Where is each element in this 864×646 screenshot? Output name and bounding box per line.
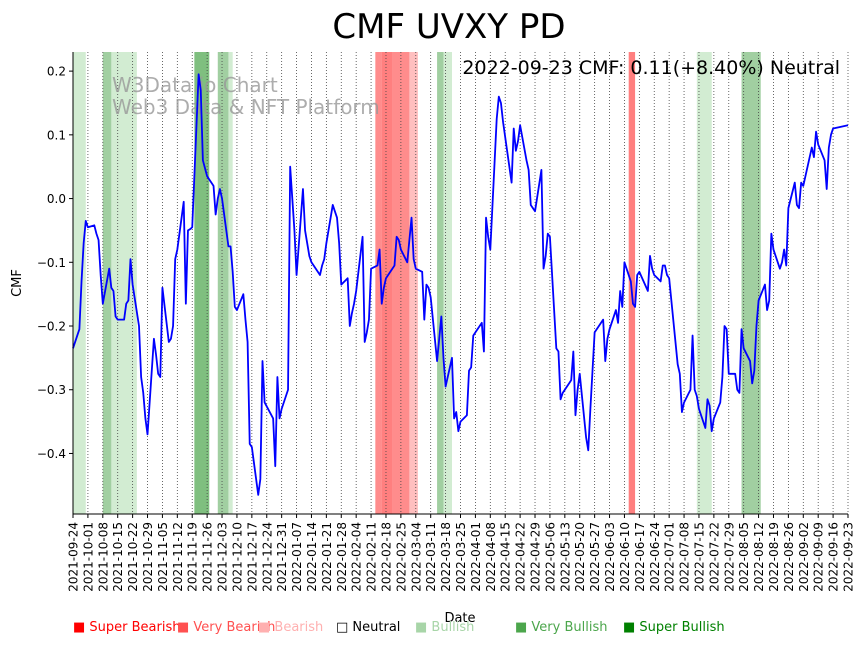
band-very-bearish-6 xyxy=(375,52,382,514)
x-tick-label: 2022-05-13 xyxy=(558,522,572,592)
watermark-line-2: Web3 Data & NFT Platform xyxy=(112,95,380,119)
x-tick-label: 2021-12-17 xyxy=(245,522,259,592)
x-tick-label: 2021-11-05 xyxy=(156,522,170,592)
x-tick-label: 2022-07-29 xyxy=(722,522,736,592)
y-tick-label: −0.2 xyxy=(37,320,66,334)
x-tick-label: 2021-12-24 xyxy=(260,522,274,592)
legend-item-very-bearish: ■ Very Bearish xyxy=(177,620,276,635)
band-very-bullish-14 xyxy=(741,52,761,514)
x-tick-label: 2022-02-25 xyxy=(394,522,408,592)
x-tick-label: 2022-03-11 xyxy=(424,522,438,592)
x-tick-label: 2022-04-22 xyxy=(514,522,528,592)
x-tick-label: 2022-07-01 xyxy=(663,522,677,592)
x-tick-label: 2022-01-28 xyxy=(335,522,349,592)
x-tick-label: 2022-01-21 xyxy=(320,522,334,592)
x-tick-label: 2021-09-24 xyxy=(67,522,81,592)
x-tick-label: 2022-09-02 xyxy=(797,522,811,592)
x-tick-label: 2021-12-03 xyxy=(216,522,230,592)
band-very-bullish-10 xyxy=(437,52,444,514)
legend-item-very-bullish: ■ Very Bullish xyxy=(515,620,608,635)
band-bearish-9 xyxy=(409,52,418,514)
legend-item-super-bullish: ■ Super Bullish xyxy=(623,620,725,635)
x-tick-label: 2021-10-01 xyxy=(81,522,95,592)
x-tick-label: 2022-06-10 xyxy=(618,522,632,592)
x-axis-label: Date xyxy=(444,611,475,626)
x-tick-label: 2022-05-27 xyxy=(588,522,602,592)
watermark-line-1: W3Data.io Chart xyxy=(112,73,278,97)
x-tick-label: 2021-11-19 xyxy=(186,522,200,592)
x-tick-label: 2022-08-19 xyxy=(767,522,781,592)
x-tick-label: 2022-01-07 xyxy=(290,522,304,592)
x-tick-label: 2022-09-09 xyxy=(812,522,826,592)
legend-item-super-bearish: ■ Super Bearish xyxy=(73,620,181,635)
x-tick-label: 2022-04-01 xyxy=(469,522,483,592)
x-tick-label: 2022-07-15 xyxy=(692,522,706,592)
latest-value-annotation: 2022-09-23 CMF: 0.11(+8.40%) Neutral xyxy=(462,57,840,79)
x-tick-label: 2022-01-14 xyxy=(305,522,319,592)
x-tick-label: 2022-05-06 xyxy=(543,522,557,592)
signal-legend: ■ Super Bearish ■ Very Bearish ■ Bearish □ … xyxy=(73,620,853,640)
x-tick-label: 2022-05-20 xyxy=(573,522,587,592)
x-tick-label: 2022-04-08 xyxy=(484,522,498,592)
band-bullish-0 xyxy=(73,52,86,514)
x-tick-label: 2021-10-29 xyxy=(141,522,155,592)
y-tick-label: −0.1 xyxy=(37,256,66,270)
x-grid xyxy=(72,52,849,514)
legend-item-bullish: ■ Bullish xyxy=(415,620,475,635)
x-tick-label: 2022-02-04 xyxy=(350,522,364,592)
y-axis-ticks: 0.2 0.1 0.0 −0.1 −0.2 −0.3 −0.4 xyxy=(37,65,73,461)
x-tick-label: 2021-10-22 xyxy=(126,522,140,592)
x-tick-label: 2022-07-08 xyxy=(678,522,692,592)
x-tick-label: 2021-11-12 xyxy=(171,522,185,592)
x-tick-label: 2021-12-31 xyxy=(275,522,289,592)
x-tick-label: 2022-08-26 xyxy=(782,522,796,592)
x-tick-label: 2022-03-25 xyxy=(454,522,468,592)
x-tick-label: 2021-11-26 xyxy=(201,522,215,592)
y-tick-label: 0.2 xyxy=(47,65,66,79)
chart-title: CMF UVXY PD xyxy=(332,7,565,47)
y-tick-label: 0.1 xyxy=(47,128,66,142)
x-tick-label: 2022-02-18 xyxy=(379,522,393,592)
x-tick-label: 2022-06-03 xyxy=(603,522,617,592)
y-axis-label: CMF xyxy=(10,269,25,297)
x-tick-label: 2021-10-15 xyxy=(111,522,125,592)
x-tick-label: 2022-06-17 xyxy=(633,522,647,592)
watermark: W3Data.io Chart Web3 Data & NFT Platform xyxy=(112,73,380,119)
x-tick-label: 2021-10-08 xyxy=(96,522,110,592)
band-bullish-5 xyxy=(228,52,233,514)
x-tick-label: 2022-07-22 xyxy=(707,522,721,592)
x-tick-label: 2022-08-12 xyxy=(752,522,766,592)
x-tick-label: 2022-03-04 xyxy=(409,522,423,592)
x-tick-label: 2022-08-05 xyxy=(737,522,751,592)
x-axis-ticks: 2021-09-24 2021-10-01 2021-10-08 2021-10-15… xyxy=(67,514,856,592)
y-tick-label: −0.3 xyxy=(37,383,66,397)
cmf-series-line xyxy=(72,73,849,496)
x-tick-label: 2022-02-11 xyxy=(365,522,379,592)
band-bullish-13 xyxy=(696,52,712,514)
legend-item-neutral: □ Neutral xyxy=(336,620,401,635)
x-tick-label: 2021-12-10 xyxy=(230,522,244,592)
x-tick-label: 2022-06-24 xyxy=(648,522,662,592)
band-super-bearish-12 xyxy=(628,52,636,514)
band-super-bearish-7 xyxy=(381,52,393,514)
signal-bands xyxy=(73,52,761,514)
x-tick-label: 2022-04-15 xyxy=(499,522,513,592)
legend-item-bearish: ■ Bearish xyxy=(258,620,324,635)
x-tick-label: 2022-09-23 xyxy=(842,522,856,592)
x-tick-label: 2022-03-18 xyxy=(439,522,453,592)
band-bullish-11 xyxy=(443,52,452,514)
x-tick-label: 2022-04-29 xyxy=(529,522,543,592)
x-tick-label: 2022-09-16 xyxy=(827,522,841,592)
y-tick-label: −0.4 xyxy=(37,447,66,461)
y-tick-label: 0.0 xyxy=(47,192,66,206)
band-very-bullish-4 xyxy=(217,52,229,514)
